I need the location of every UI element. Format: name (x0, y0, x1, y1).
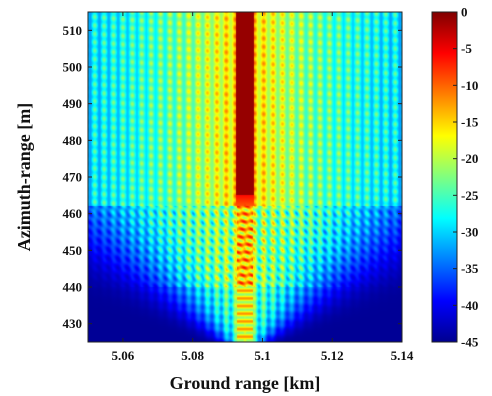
colorbar-tick-label: -20 (461, 151, 478, 166)
colorbar-tick-label: -10 (461, 78, 478, 93)
colorbar-tick-label: 0 (461, 5, 468, 20)
y-tick-label: 440 (63, 280, 83, 295)
plot-area (87, 11, 403, 343)
y-axis-label: Azimuth-range [m] (14, 103, 34, 251)
x-tick-label: 5.12 (321, 348, 344, 363)
colorbar-tick-label: -30 (461, 225, 478, 240)
y-axis-ticks: 430 440 450 460 470 480 490 500 510 (63, 23, 402, 331)
colorbar-gradient (431, 11, 458, 343)
y-tick-label: 470 (63, 170, 83, 185)
y-tick-label: 460 (63, 206, 83, 221)
x-tick-label: 5.14 (391, 348, 414, 363)
colorbar-tick-label: -15 (461, 115, 479, 130)
heatmap-image (88, 12, 402, 342)
colorbar-tick-label: -5 (461, 41, 472, 56)
colorbar: 0 -5 -10 -15 -20 -25 -30 -35 -40 -45 (431, 5, 479, 350)
y-tick-label: 500 (63, 60, 83, 75)
x-axis-label: Ground range [km] (170, 373, 321, 393)
colorbar-tick-label: -40 (461, 298, 478, 313)
y-tick-label: 480 (63, 133, 83, 148)
colorbar-ticks: 0 -5 -10 -15 -20 -25 -30 -35 -40 -45 (453, 5, 479, 350)
colorbar-tick-label: -35 (461, 261, 479, 276)
y-tick-label: 430 (63, 316, 83, 331)
colorbar-tick-label: -25 (461, 188, 479, 203)
colorbar-tick-label: -45 (461, 335, 479, 350)
x-axis-ticks: 5.06 5.08 5.1 5.12 5.14 (112, 12, 414, 363)
x-tick-label: 5.08 (181, 348, 204, 363)
y-tick-label: 510 (63, 23, 83, 38)
x-tick-label: 5.06 (112, 348, 135, 363)
y-tick-label: 490 (63, 96, 83, 111)
x-tick-label: 5.1 (254, 348, 270, 363)
y-tick-label: 450 (63, 243, 83, 258)
